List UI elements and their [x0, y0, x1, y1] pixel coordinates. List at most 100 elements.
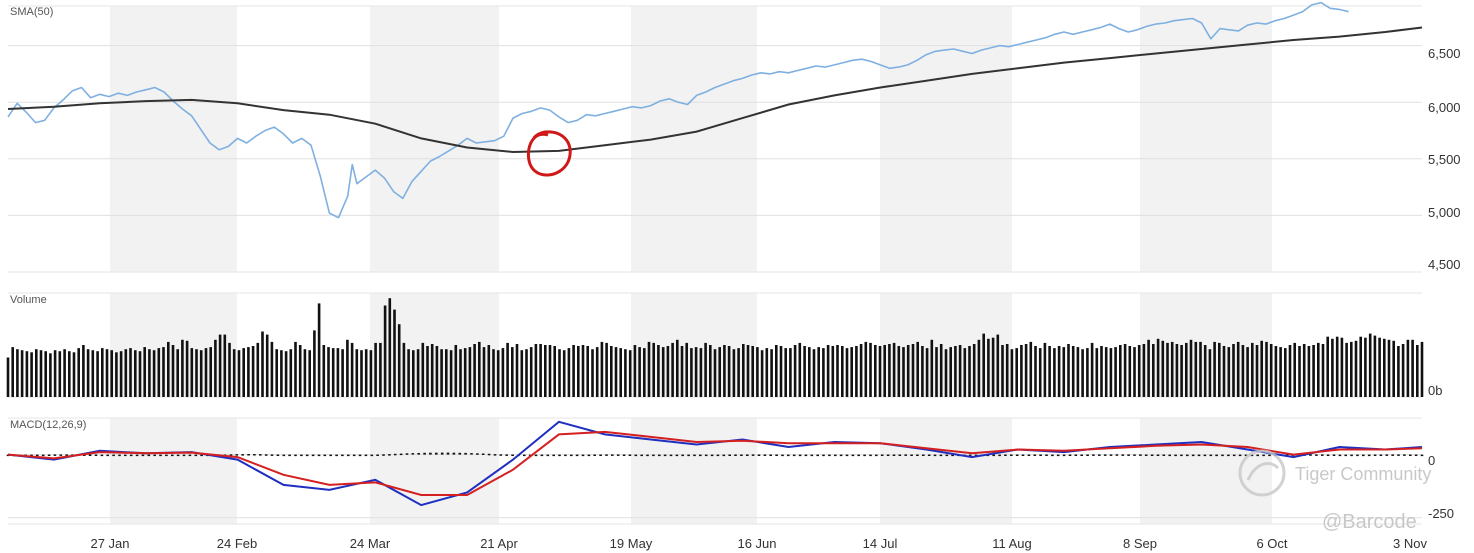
volume-bar	[473, 344, 476, 397]
volume-bar	[1302, 344, 1306, 397]
macd-hist-bar	[452, 452, 456, 455]
volume-bar	[68, 351, 71, 397]
volume-bar	[949, 347, 952, 397]
volume-bar	[562, 350, 566, 397]
macd-hist-bar	[481, 453, 485, 455]
volume-bar	[228, 342, 231, 397]
volume-bar	[553, 346, 556, 397]
macd-hist-bar	[147, 454, 151, 457]
volume-bar	[600, 341, 604, 397]
volume-bar	[346, 339, 349, 397]
macd-hist-bar	[998, 454, 1001, 457]
macd-hist-bar	[1098, 454, 1101, 456]
volume-bar	[595, 347, 599, 397]
volume-bar	[181, 339, 184, 397]
volume-bar	[591, 349, 594, 397]
volume-bar	[958, 345, 962, 397]
y-tick-5500: 5,500	[1428, 152, 1461, 167]
volume-bar	[336, 348, 340, 397]
macd-hist-bar	[839, 454, 843, 457]
volume-bar	[869, 342, 872, 397]
macd-hist-bar	[992, 454, 995, 457]
volume-bar	[412, 350, 415, 397]
macd-hist-bar	[1150, 454, 1154, 456]
volume-bar	[501, 348, 505, 397]
macd-hist-bar	[611, 454, 614, 456]
volume-bar	[1411, 339, 1414, 397]
macd-hist-bar	[640, 454, 643, 457]
macd-hist-bar	[159, 454, 162, 457]
macd-hist-bar	[276, 454, 280, 456]
macd-hist-bar	[1080, 454, 1083, 456]
volume-bar	[1227, 347, 1231, 397]
volume-bar	[1043, 342, 1047, 397]
macd-hist-bar	[124, 454, 127, 457]
volume-bar	[138, 351, 142, 397]
volume-bar	[190, 348, 194, 397]
volume-bar	[850, 347, 853, 397]
macd-hist-bar	[593, 454, 596, 456]
macd-hist-bar	[816, 454, 819, 457]
volume-bar	[16, 349, 19, 397]
volume-bar	[605, 342, 608, 397]
y-tick-5000: 5,000	[1428, 205, 1461, 220]
volume-bar	[916, 341, 919, 397]
volume-bar	[760, 350, 764, 397]
volume-bar	[242, 348, 245, 397]
volume-bar	[831, 346, 835, 397]
volume-bar	[185, 340, 189, 397]
volume-bar	[463, 348, 467, 397]
signal-line	[7, 430, 1423, 496]
macd-hist-bar	[974, 454, 978, 457]
volume-bar	[308, 350, 311, 397]
macd-hist-bar	[658, 454, 661, 457]
volume-bar	[1024, 344, 1028, 397]
macd-hist-bar	[693, 454, 696, 457]
volume-bar	[407, 349, 410, 397]
macd-hist-bar	[1162, 454, 1166, 456]
volume-bar	[1364, 337, 1367, 397]
volume-bar	[765, 348, 769, 397]
volume-bar	[1194, 341, 1198, 397]
volume-bar	[1293, 342, 1296, 397]
volume-bar	[1406, 339, 1410, 397]
volume-bar	[977, 339, 981, 397]
band	[110, 6, 237, 272]
volume-bar	[86, 349, 90, 397]
macd-hist-bar	[834, 454, 837, 457]
volume-bar	[265, 334, 269, 397]
macd-hist-bar	[229, 454, 233, 456]
macd-hist-bar	[499, 454, 503, 456]
macd-hist-bar	[1215, 454, 1218, 457]
volume-bar	[294, 341, 297, 397]
y-tick-6000: 6,000	[1428, 100, 1461, 115]
macd-hist-bar	[922, 454, 925, 456]
macd-hist-bar	[581, 454, 585, 457]
volume-bar	[793, 345, 797, 397]
volume-bar	[134, 350, 137, 397]
macd-hist-bar	[722, 454, 726, 457]
watermark-handle: @Barcode	[1322, 511, 1417, 533]
volume-bar	[1354, 340, 1358, 397]
macd-hist-bar	[1056, 454, 1060, 457]
macd-hist-bar	[1362, 454, 1365, 457]
volume-bar	[204, 348, 208, 397]
volume-bar	[1326, 336, 1329, 397]
volume-bar	[906, 345, 910, 397]
volume-bar	[897, 346, 901, 397]
volume-bar	[742, 344, 745, 397]
y-tick-volume-0b: 0b	[1428, 383, 1442, 398]
band	[110, 418, 237, 524]
macd-hist-bar	[845, 454, 849, 457]
macd-hist-bar	[792, 454, 796, 457]
volume-bar	[713, 349, 717, 397]
volume-bar	[435, 346, 439, 397]
macd-hist-bar	[1139, 454, 1142, 456]
macd-hist-bar	[464, 452, 467, 455]
volume-bar	[520, 350, 524, 397]
macd-panel-label: MACD(12,26,9)	[10, 419, 86, 431]
macd-hist-bar	[388, 454, 391, 456]
volume-bar	[572, 345, 575, 397]
volume-bar	[20, 350, 24, 397]
volume-bar	[1416, 345, 1419, 397]
